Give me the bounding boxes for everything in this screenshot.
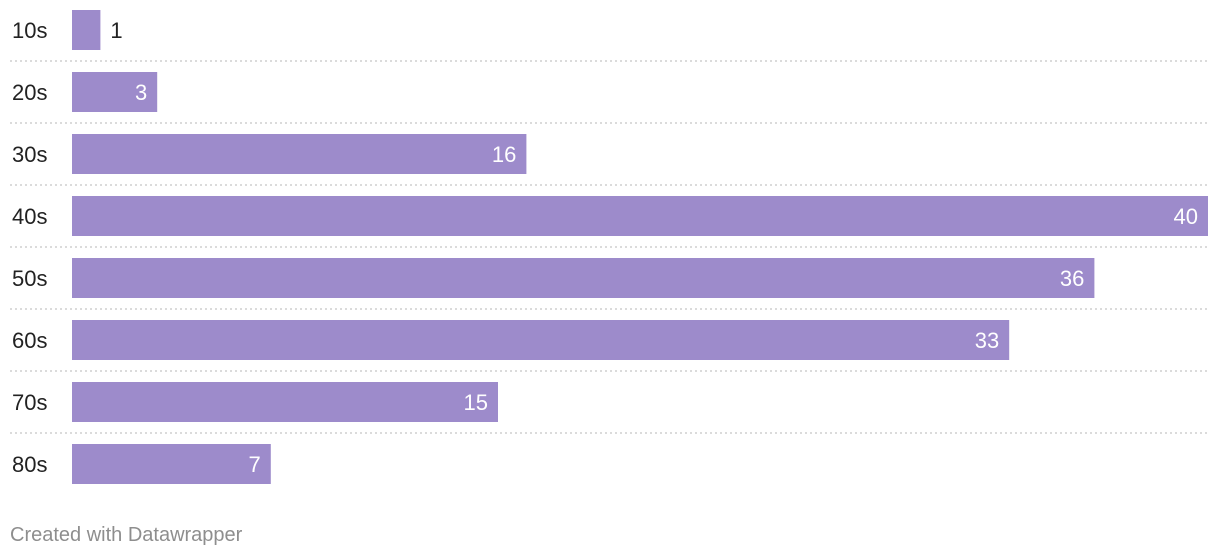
bar-chart: 10s 1 20s 3 30s 16 40s 40 50s 36 60s 33 70s 15 80s 7 [10,10,1208,484]
value-label: 7 [249,452,261,477]
value-label: 40 [1174,204,1198,229]
value-label: 36 [1060,266,1084,291]
bar-10s[interactable] [72,10,101,50]
category-label: 80s [12,452,47,477]
bar-70s[interactable] [72,382,498,422]
category-label: 50s [12,266,47,291]
bar-20s[interactable] [72,72,158,112]
category-label: 70s [12,390,47,415]
value-label: 15 [464,390,488,415]
value-label: 16 [492,142,516,167]
footer-credit[interactable]: Created with Datawrapper [10,524,243,546]
value-label: 33 [975,328,999,353]
bar-40s[interactable] [72,196,1208,236]
category-label: 10s [12,18,47,43]
value-label: 3 [135,80,147,105]
bar-50s[interactable] [72,258,1095,298]
bar-60s[interactable] [72,320,1010,360]
category-label: 20s [12,80,47,105]
category-label: 60s [12,328,47,353]
category-label: 30s [12,142,47,167]
value-label: 1 [110,18,122,43]
bar-80s[interactable] [72,444,271,484]
bar-30s[interactable] [72,134,527,174]
category-label: 40s [12,204,47,229]
